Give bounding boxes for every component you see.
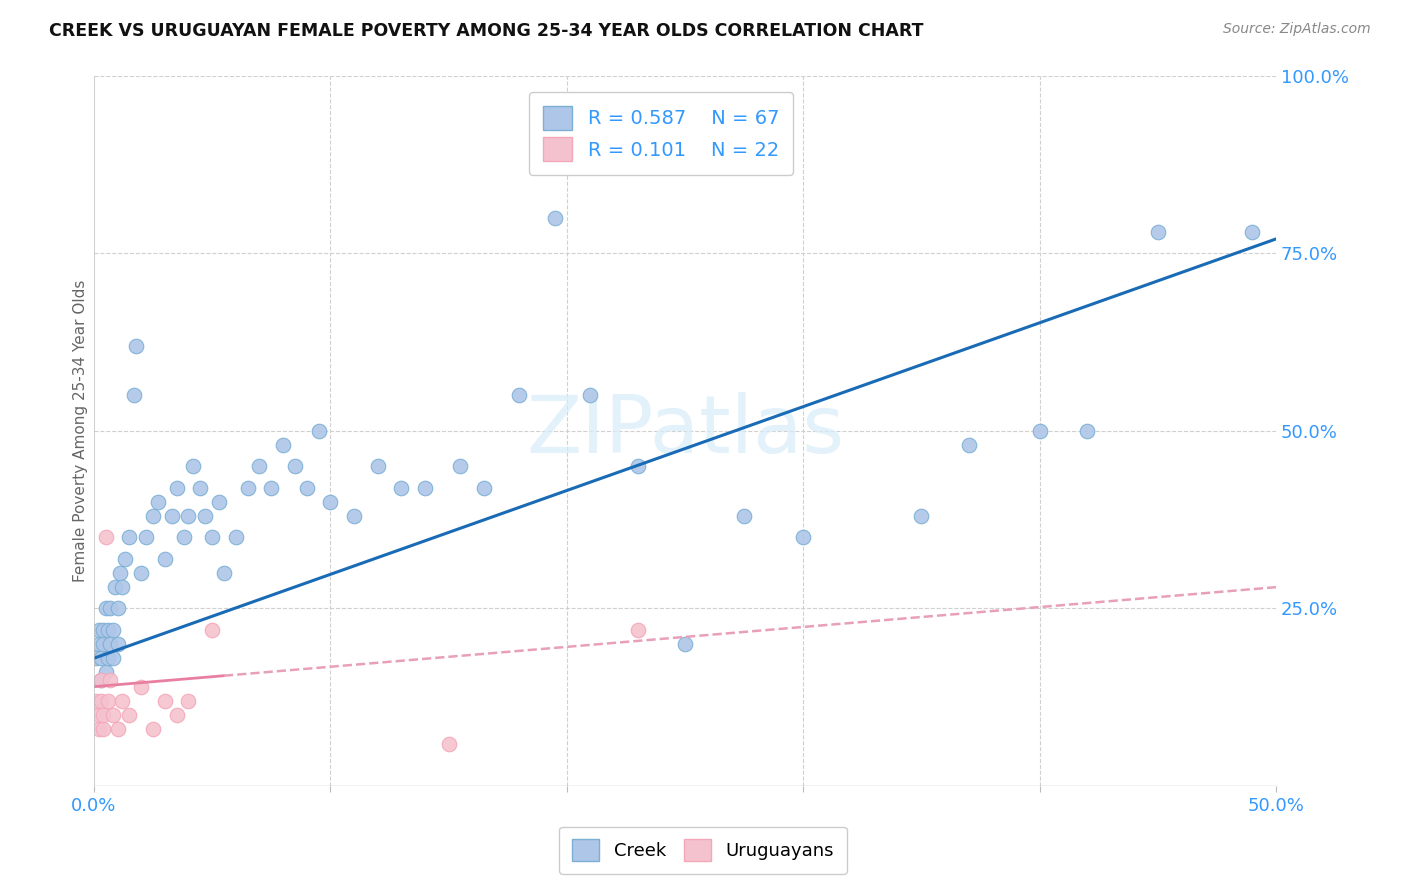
- Point: [107, 601, 129, 615]
- Point: [93, 723, 115, 737]
- Point: [260, 481, 283, 495]
- Point: [90, 673, 112, 687]
- Point: [188, 481, 211, 495]
- Point: [236, 481, 259, 495]
- Point: [84, 651, 107, 665]
- Point: [212, 566, 235, 580]
- Point: [1028, 424, 1050, 438]
- Point: [472, 481, 495, 495]
- Point: [166, 708, 188, 723]
- Point: [910, 509, 932, 524]
- Text: CREEK VS URUGUAYAN FEMALE POVERTY AMONG 25-34 YEAR OLDS CORRELATION CHART: CREEK VS URUGUAYAN FEMALE POVERTY AMONG …: [49, 22, 924, 40]
- Point: [94, 601, 117, 615]
- Point: [153, 551, 176, 566]
- Point: [627, 459, 650, 474]
- Legend: Creek, Uruguayans: Creek, Uruguayans: [560, 827, 846, 874]
- Point: [104, 580, 127, 594]
- Point: [97, 651, 120, 665]
- Point: [100, 601, 122, 615]
- Point: [166, 481, 188, 495]
- Point: [129, 566, 152, 580]
- Point: [792, 530, 814, 544]
- Point: [413, 481, 436, 495]
- Point: [93, 637, 115, 651]
- Point: [208, 495, 231, 509]
- Point: [389, 481, 412, 495]
- Legend: R = 0.587    N = 67, R = 0.101    N = 22: R = 0.587 N = 67, R = 0.101 N = 22: [529, 93, 793, 175]
- Point: [97, 623, 120, 637]
- Point: [100, 673, 122, 687]
- Point: [733, 509, 755, 524]
- Point: [508, 388, 530, 402]
- Point: [437, 737, 460, 751]
- Point: [194, 509, 217, 524]
- Point: [101, 623, 124, 637]
- Text: Source: ZipAtlas.com: Source: ZipAtlas.com: [1223, 22, 1371, 37]
- Point: [673, 637, 696, 651]
- Point: [142, 509, 165, 524]
- Point: [108, 566, 131, 580]
- Point: [111, 580, 134, 594]
- Point: [90, 694, 112, 708]
- Point: [111, 694, 134, 708]
- Point: [173, 530, 195, 544]
- Point: [367, 459, 389, 474]
- Point: [146, 495, 169, 509]
- Point: [177, 509, 200, 524]
- Point: [225, 530, 247, 544]
- Point: [343, 509, 366, 524]
- Point: [627, 623, 650, 637]
- Point: [579, 388, 602, 402]
- Point: [177, 694, 200, 708]
- Point: [1076, 424, 1098, 438]
- Point: [90, 673, 112, 687]
- Point: [142, 723, 165, 737]
- Point: [114, 551, 136, 566]
- Point: [84, 694, 107, 708]
- Point: [87, 723, 110, 737]
- Y-axis label: Female Poverty Among 25-34 Year Olds: Female Poverty Among 25-34 Year Olds: [73, 280, 87, 582]
- Point: [94, 530, 117, 544]
- Point: [101, 708, 124, 723]
- Point: [125, 338, 148, 352]
- Point: [107, 723, 129, 737]
- Point: [319, 495, 342, 509]
- Point: [201, 623, 224, 637]
- Point: [100, 637, 122, 651]
- Point: [449, 459, 471, 474]
- Point: [295, 481, 318, 495]
- Point: [93, 708, 115, 723]
- Point: [1146, 225, 1168, 239]
- Point: [308, 424, 330, 438]
- Point: [122, 388, 145, 402]
- Point: [957, 438, 980, 452]
- Text: ZIPatlas: ZIPatlas: [526, 392, 844, 470]
- Point: [101, 651, 124, 665]
- Point: [160, 509, 183, 524]
- Point: [93, 623, 115, 637]
- Point: [181, 459, 204, 474]
- Point: [118, 530, 141, 544]
- Point: [201, 530, 224, 544]
- Point: [544, 211, 567, 225]
- Point: [94, 665, 117, 680]
- Point: [87, 623, 110, 637]
- Point: [87, 637, 110, 651]
- Point: [90, 651, 112, 665]
- Point: [97, 694, 120, 708]
- Point: [87, 708, 110, 723]
- Point: [1241, 225, 1264, 239]
- Point: [284, 459, 307, 474]
- Point: [249, 459, 271, 474]
- Point: [118, 708, 141, 723]
- Point: [153, 694, 176, 708]
- Point: [271, 438, 294, 452]
- Point: [129, 680, 152, 694]
- Point: [135, 530, 157, 544]
- Point: [107, 637, 129, 651]
